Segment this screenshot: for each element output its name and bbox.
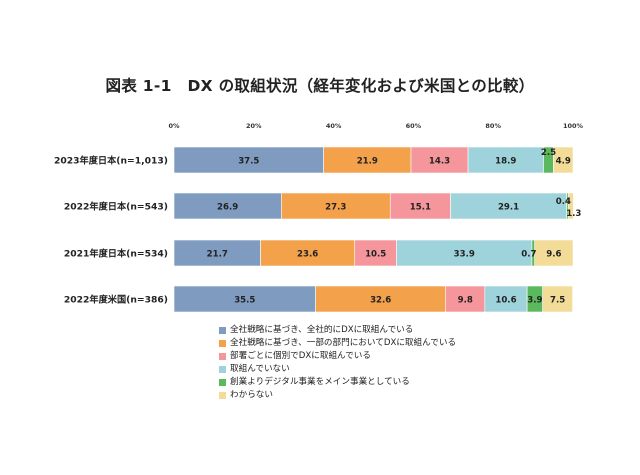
- legend-item: 取組んでいない: [219, 363, 456, 376]
- data-label: 9.8: [458, 296, 473, 306]
- data-label: 21.9: [357, 157, 378, 167]
- legend-label: 創業よりデジタル事業をメイン事業としている: [230, 377, 410, 387]
- legend-label: 全社戦略に基づき、全社的にDXに取組んでいる: [230, 325, 414, 335]
- data-label: 32.6: [370, 296, 391, 306]
- data-label: 27.3: [325, 203, 346, 213]
- category-label: 2023年度日本(n=1,013): [54, 155, 168, 167]
- category-label: 2022年度米国(n=386): [64, 294, 168, 306]
- bar-segment: [553, 146, 574, 174]
- data-label: 33.9: [454, 250, 475, 260]
- bar-segment: [281, 192, 391, 220]
- data-label: 3.9: [527, 296, 542, 306]
- bar-segment: [354, 239, 397, 267]
- x-tick-label: 0%: [168, 122, 180, 130]
- data-label: 7.5: [550, 296, 565, 306]
- legend-label: わからない: [230, 390, 273, 400]
- data-label: 37.5: [238, 157, 259, 167]
- legend-swatch: [219, 379, 226, 386]
- legend-item: 全社戦略に基づき、全社的にDXに取組んでいる: [219, 324, 456, 337]
- chart-title: 図表 1-1 DX の取組状況（経年変化および米国との比較）: [105, 77, 535, 95]
- legend-swatch: [219, 340, 226, 347]
- bar-segment: [396, 239, 533, 267]
- bar-segment: [173, 285, 316, 313]
- bar-segment: [534, 239, 574, 267]
- bar-segment: [260, 239, 356, 267]
- x-tick-label: 20%: [246, 122, 262, 130]
- data-label: 10.5: [365, 250, 386, 260]
- legend-swatch: [219, 327, 226, 334]
- legend-item: 創業よりデジタル事業をメイン事業としている: [219, 376, 456, 389]
- x-tick-label: 40%: [326, 122, 342, 130]
- data-label: 14.3: [429, 157, 450, 167]
- data-label: 26.9: [217, 203, 238, 213]
- data-label: 21.7: [207, 250, 228, 260]
- data-label: 23.6: [297, 250, 318, 260]
- data-label: 0.7: [521, 250, 536, 260]
- legend-label: 全社戦略に基づき、一部の部門においてDXに取組んでいる: [230, 338, 457, 348]
- bar-segment: [445, 285, 486, 313]
- bar-segment: [389, 192, 451, 220]
- bar-segment: [323, 146, 412, 174]
- x-tick-label: 100%: [563, 122, 584, 130]
- x-tick-label: 60%: [406, 122, 422, 130]
- category-label: 2021年度日本(n=534): [64, 248, 168, 260]
- bar-segment: [173, 192, 282, 220]
- legend-item: 部署ごとに個別でDXに取組んでいる: [219, 350, 456, 363]
- legend-swatch: [219, 392, 226, 399]
- data-label: 0.4: [556, 197, 571, 207]
- bar-segment: [315, 285, 447, 313]
- data-label: 35.5: [234, 296, 255, 306]
- bar-segment: [542, 285, 573, 313]
- data-label: 10.6: [495, 296, 516, 306]
- chart-legend: 全社戦略に基づき、全社的にDXに取組んでいる全社戦略に基づき、一部の部門において…: [219, 324, 456, 402]
- data-label: 4.9: [556, 157, 571, 167]
- data-label: 1.3: [566, 209, 581, 219]
- bar-segment: [567, 192, 574, 220]
- data-label: 9.6: [546, 250, 561, 260]
- x-tick-label: 80%: [485, 122, 501, 130]
- bar-segment: [450, 192, 567, 220]
- legend-label: 取組んでいない: [230, 364, 290, 374]
- legend-item: わからない: [219, 389, 456, 402]
- data-label: 18.9: [495, 157, 516, 167]
- legend-item: 全社戦略に基づき、一部の部門においてDXに取組んでいる: [219, 337, 456, 350]
- legend-swatch: [219, 353, 226, 360]
- data-label: 15.1: [410, 203, 431, 213]
- bar-segment: [173, 239, 261, 267]
- data-label: 2.5: [541, 148, 556, 158]
- category-label: 2022年度日本(n=543): [64, 201, 168, 213]
- data-label: 29.1: [498, 203, 519, 213]
- legend-label: 部署ごとに個別でDXに取組んでいる: [230, 351, 371, 361]
- legend-swatch: [219, 366, 226, 373]
